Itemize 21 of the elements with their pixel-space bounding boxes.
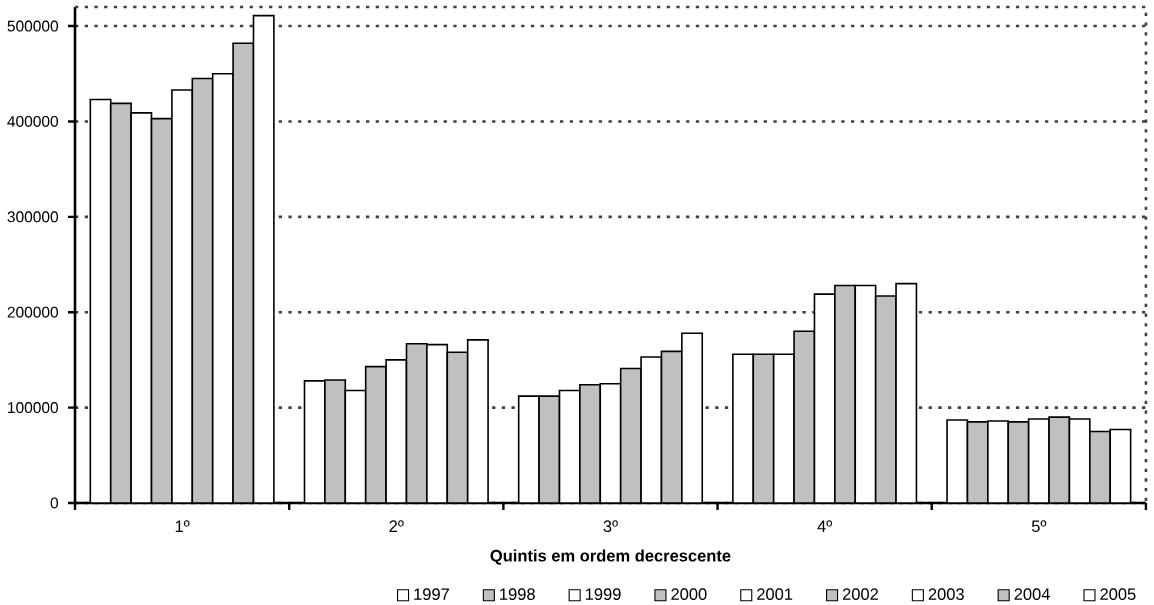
x-tick-label: 4º (817, 520, 833, 532)
legend-label: 2003 (928, 588, 964, 600)
x-tick-label: 5º (1031, 520, 1047, 533)
legend-label: 2002 (842, 588, 878, 600)
y-tick-label: 200000 (7, 306, 59, 318)
legend-label: 1998 (500, 588, 535, 600)
legend-label: 2000 (671, 588, 707, 600)
legend-label: 2001 (757, 588, 793, 600)
y-tick-label: 100000 (8, 402, 59, 414)
legend-label: 2004 (1014, 588, 1050, 600)
y-tick-label: 500000 (7, 20, 59, 32)
x-axis-title: Quintis em ordem decrescente (490, 549, 731, 565)
y-tick-label: 300000 (7, 211, 59, 223)
x-tick-label: 3º (603, 520, 618, 533)
y-tick-label: 400000 (7, 115, 59, 127)
legend-label: 1999 (585, 588, 621, 600)
x-tick-label: 2º (389, 520, 404, 532)
x-tick-label: 1º (175, 520, 190, 532)
legend-label: 2005 (1100, 588, 1136, 600)
legend-label: 1997 (414, 588, 449, 600)
y-tick-label: 0 (50, 497, 59, 509)
